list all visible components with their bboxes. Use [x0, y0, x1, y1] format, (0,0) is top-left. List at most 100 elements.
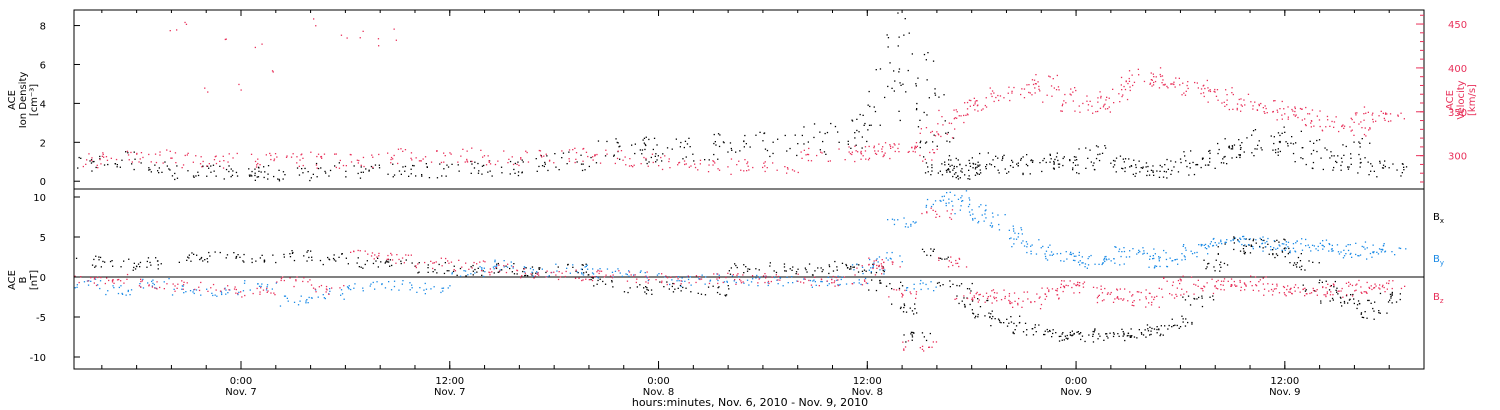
data-point: [169, 169, 171, 171]
data-point: [470, 266, 472, 268]
data-point: [1206, 248, 1208, 250]
data-point: [816, 154, 818, 157]
data-point: [300, 295, 302, 297]
data-point: [547, 169, 549, 172]
data-point: [1006, 318, 1008, 320]
data-point: [763, 162, 765, 164]
data-point: [863, 269, 866, 271]
data-point: [857, 271, 860, 273]
data-point: [187, 152, 189, 154]
data-point: [1113, 164, 1116, 166]
data-point: [191, 252, 193, 254]
data-point: [1008, 322, 1010, 324]
data-point: [1158, 87, 1161, 89]
data-point: [1400, 175, 1402, 177]
data-point: [1066, 258, 1068, 260]
data-point: [1355, 253, 1357, 256]
data-point: [1015, 325, 1018, 327]
data-point: [1388, 282, 1390, 285]
data-point: [120, 266, 122, 268]
data-point: [872, 264, 874, 267]
data-point: [186, 154, 188, 156]
data-point: [433, 262, 435, 264]
data-point: [1403, 118, 1405, 120]
data-point: [1322, 168, 1324, 171]
data-point: [112, 279, 114, 281]
data-point: [1380, 248, 1382, 251]
data-point: [1363, 106, 1366, 108]
data-point: [1301, 119, 1303, 121]
data-point: [360, 171, 362, 173]
data-point: [1073, 255, 1075, 257]
data-point: [395, 262, 397, 264]
data-point: [377, 257, 379, 259]
data-point: [907, 69, 909, 72]
data-point: [596, 153, 598, 156]
data-point: [1038, 239, 1040, 241]
data-point: [444, 262, 446, 264]
data-point: [1035, 83, 1037, 85]
data-point: [1160, 75, 1162, 78]
data-point: [1239, 154, 1241, 156]
data-point: [163, 288, 165, 290]
data-point: [1365, 135, 1367, 137]
data-point: [931, 130, 933, 133]
data-point: [198, 289, 201, 292]
data-point: [1291, 108, 1293, 111]
data-point: [1342, 257, 1345, 259]
data-point: [581, 272, 583, 274]
data-point: [1072, 167, 1074, 169]
data-point: [872, 266, 874, 268]
data-point: [699, 159, 702, 161]
data-point: [1187, 81, 1189, 83]
data-point: [961, 200, 963, 202]
data-point: [298, 174, 301, 176]
data-point: [243, 261, 245, 263]
data-point: [471, 163, 473, 165]
data-point: [525, 150, 527, 152]
data-point: [1134, 175, 1136, 177]
data-point: [1272, 249, 1274, 251]
data-point: [1093, 162, 1095, 164]
data-point: [575, 270, 577, 272]
data-point: [708, 282, 711, 285]
data-point: [378, 45, 380, 47]
data-point: [1097, 153, 1099, 156]
data-point: [938, 281, 940, 284]
data-point: [633, 274, 635, 276]
data-point: [261, 43, 263, 45]
data-point: [689, 146, 691, 148]
data-point: [903, 349, 905, 351]
data-point: [1149, 83, 1151, 85]
data-point: [334, 165, 336, 167]
data-point: [1129, 166, 1131, 168]
data-point: [127, 154, 130, 156]
data-point: [197, 174, 200, 177]
data-point: [267, 178, 269, 180]
data-point: [675, 276, 677, 278]
data-point: [1273, 288, 1276, 290]
data-point: [238, 83, 240, 86]
data-point: [393, 280, 396, 282]
data-point: [484, 271, 486, 273]
data-point: [666, 147, 669, 149]
data-point: [863, 279, 866, 281]
data-point: [944, 161, 946, 163]
data-point: [1255, 285, 1258, 287]
data-point: [356, 159, 358, 161]
data-point: [947, 266, 950, 268]
data-point: [1123, 332, 1125, 334]
data-point: [680, 285, 682, 288]
data-point: [1078, 105, 1080, 107]
data-point: [1069, 331, 1071, 334]
data-point: [1359, 162, 1361, 164]
data-point: [1401, 172, 1403, 174]
data-point: [1187, 87, 1189, 90]
data-point: [1123, 247, 1125, 249]
data-point: [496, 264, 498, 266]
data-point: [734, 263, 736, 265]
data-point: [1146, 174, 1148, 177]
data-point: [595, 276, 598, 278]
data-point: [879, 124, 881, 126]
data-point: [797, 273, 799, 275]
